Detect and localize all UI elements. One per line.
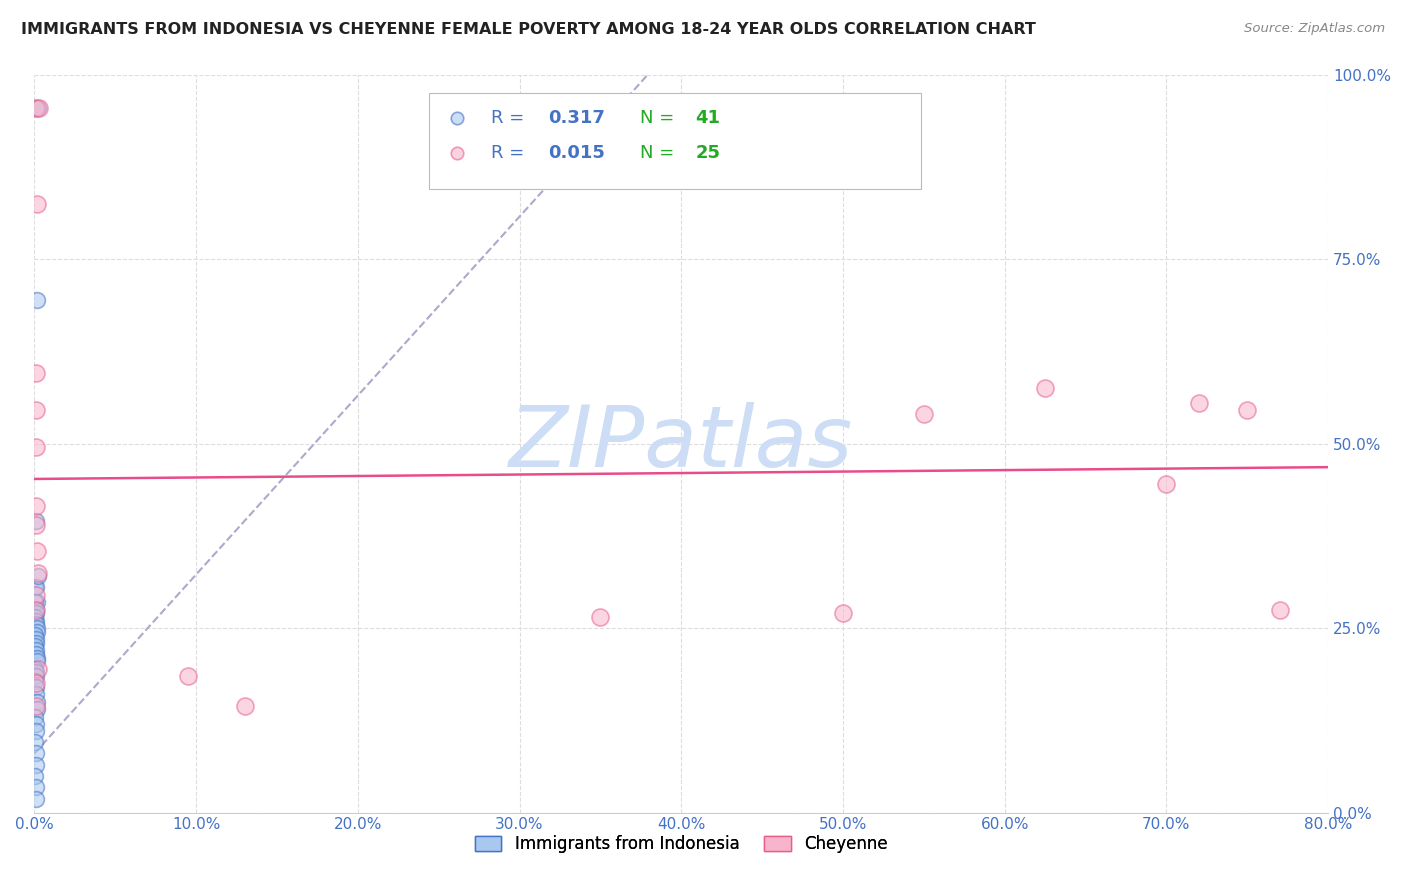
Point [24,735,46,749]
Point [589,610,612,624]
Point [24,614,46,628]
Point [27,702,49,716]
Point [24,662,46,676]
Text: 0.317: 0.317 [548,109,605,127]
Point [832,607,855,621]
Point [27,595,49,609]
Point [25,293,48,307]
Point [25,724,48,739]
Point [25,647,48,661]
Point [24,674,46,689]
Point [24,780,46,794]
Text: N =: N = [640,109,681,127]
Point [25,607,48,621]
Point [27,101,49,115]
Point [24,640,46,654]
Point [24,101,46,115]
Point [25,581,48,595]
Point [24,698,46,713]
Point [25,669,48,683]
Text: R =: R = [491,145,530,162]
Point [24,757,46,772]
Point [25,650,48,665]
Point [27,566,49,580]
Point [24,717,46,731]
Point [28,101,51,115]
Point [24,680,46,694]
Point [24,514,46,528]
Point [25,543,48,558]
Point [24,595,46,609]
Point [24,610,46,624]
Text: 25: 25 [696,145,720,162]
Point [25,676,48,690]
Point [24,440,46,454]
FancyBboxPatch shape [429,93,921,189]
Text: IMMIGRANTS FROM INDONESIA VS CHEYENNE FEMALE POVERTY AMONG 18-24 YEAR OLDS CORRE: IMMIGRANTS FROM INDONESIA VS CHEYENNE FE… [21,22,1036,37]
Point [1156,477,1178,491]
Point [25,747,48,761]
Point [25,695,48,709]
Point [25,621,48,635]
Legend: Immigrants from Indonesia, Cheyenne: Immigrants from Indonesia, Cheyenne [468,829,894,860]
Point [177,669,200,683]
Point [25,500,48,514]
Text: R =: R = [491,109,530,127]
Point [24,709,46,723]
Text: 0.015: 0.015 [548,145,605,162]
Point [27,569,49,583]
Point [24,367,46,381]
Point [24,602,46,616]
Text: Source: ZipAtlas.com: Source: ZipAtlas.com [1244,22,1385,36]
Text: 41: 41 [696,109,720,127]
Point [27,662,49,676]
Point [24,643,46,657]
Point [25,588,48,602]
Point [24,517,46,532]
Point [25,617,48,632]
Point [25,688,48,702]
Point [25,636,48,650]
Point [1033,381,1056,395]
Point [24,628,46,642]
Point [1188,396,1211,410]
Point [27,624,49,639]
Point [24,665,46,680]
Point [24,101,46,115]
Point [1268,602,1291,616]
Text: ZIPatlas: ZIPatlas [509,402,853,485]
Point [25,196,48,211]
Point [24,403,46,417]
Point [25,792,48,806]
Point [24,769,46,783]
Text: N =: N = [640,145,681,162]
Point [233,698,256,713]
Point [27,654,49,668]
Point [24,632,46,646]
Point [912,407,935,421]
Point [24,581,46,595]
Point [1236,403,1258,417]
Point [24,602,46,616]
